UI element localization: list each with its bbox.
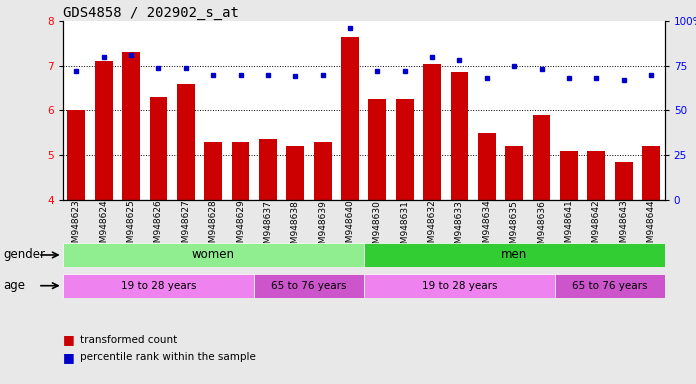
Bar <box>341 37 359 200</box>
Text: GSM948638: GSM948638 <box>291 200 300 255</box>
Text: GSM948633: GSM948633 <box>455 200 464 255</box>
Bar <box>423 63 441 200</box>
Text: age: age <box>3 279 26 292</box>
Bar <box>532 115 551 200</box>
Bar <box>314 142 331 200</box>
Bar <box>63 243 363 267</box>
Bar <box>232 142 249 200</box>
Bar <box>505 146 523 200</box>
Bar <box>587 151 605 200</box>
Bar <box>122 52 140 200</box>
Text: 19 to 28 years: 19 to 28 years <box>422 281 497 291</box>
Text: percentile rank within the sample: percentile rank within the sample <box>80 352 256 362</box>
Text: GSM948629: GSM948629 <box>236 200 245 255</box>
Text: GSM948636: GSM948636 <box>537 200 546 255</box>
Bar <box>555 274 665 298</box>
Text: GSM948626: GSM948626 <box>154 200 163 255</box>
Bar <box>259 139 277 200</box>
Text: GSM948628: GSM948628 <box>209 200 218 255</box>
Text: GSM948623: GSM948623 <box>72 200 81 255</box>
Text: 65 to 76 years: 65 to 76 years <box>572 281 648 291</box>
Text: GSM948640: GSM948640 <box>345 200 354 255</box>
Bar <box>363 243 665 267</box>
Bar <box>396 99 413 200</box>
Bar <box>286 146 304 200</box>
Text: gender: gender <box>3 248 45 262</box>
Bar <box>363 274 555 298</box>
Text: women: women <box>191 248 235 262</box>
Text: GSM948635: GSM948635 <box>509 200 519 255</box>
Bar <box>150 97 167 200</box>
Bar <box>254 274 363 298</box>
Text: GSM948634: GSM948634 <box>482 200 491 255</box>
Text: GSM948631: GSM948631 <box>400 200 409 255</box>
Text: men: men <box>501 248 528 262</box>
Bar <box>177 84 195 200</box>
Text: GSM948643: GSM948643 <box>619 200 628 255</box>
Text: GSM948641: GSM948641 <box>564 200 574 255</box>
Bar <box>368 99 386 200</box>
Text: GSM948624: GSM948624 <box>100 200 108 254</box>
Text: ■: ■ <box>63 351 74 364</box>
Bar <box>642 146 660 200</box>
Text: GSM948625: GSM948625 <box>127 200 136 255</box>
Text: GSM948637: GSM948637 <box>263 200 272 255</box>
Text: GSM948627: GSM948627 <box>181 200 190 255</box>
Bar <box>450 73 468 200</box>
Text: transformed count: transformed count <box>80 335 177 345</box>
Bar <box>63 274 254 298</box>
Text: GSM948639: GSM948639 <box>318 200 327 255</box>
Text: 65 to 76 years: 65 to 76 years <box>271 281 347 291</box>
Bar <box>560 151 578 200</box>
Bar <box>615 162 633 200</box>
Bar <box>204 142 222 200</box>
Text: ■: ■ <box>63 333 74 346</box>
Text: GSM948630: GSM948630 <box>373 200 382 255</box>
Bar <box>95 61 113 200</box>
Text: GDS4858 / 202902_s_at: GDS4858 / 202902_s_at <box>63 6 239 20</box>
Text: GSM948632: GSM948632 <box>427 200 436 255</box>
Text: GSM948642: GSM948642 <box>592 200 601 254</box>
Text: GSM948644: GSM948644 <box>647 200 656 254</box>
Bar <box>478 133 496 200</box>
Text: 19 to 28 years: 19 to 28 years <box>120 281 196 291</box>
Bar <box>68 111 85 200</box>
